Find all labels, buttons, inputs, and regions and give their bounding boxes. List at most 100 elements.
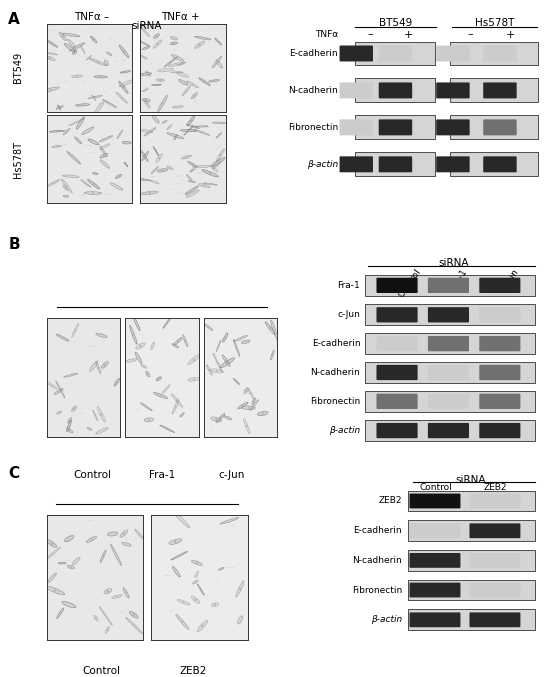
Ellipse shape bbox=[218, 41, 219, 42]
Ellipse shape bbox=[213, 80, 214, 81]
Ellipse shape bbox=[149, 192, 151, 194]
Ellipse shape bbox=[63, 129, 70, 135]
Ellipse shape bbox=[106, 52, 112, 56]
Ellipse shape bbox=[162, 103, 163, 104]
Ellipse shape bbox=[173, 511, 190, 528]
Text: c-Jun: c-Jun bbox=[218, 470, 245, 480]
Ellipse shape bbox=[209, 369, 210, 371]
Text: N-cadherin: N-cadherin bbox=[288, 86, 338, 95]
Ellipse shape bbox=[182, 85, 191, 96]
Ellipse shape bbox=[186, 90, 187, 91]
FancyBboxPatch shape bbox=[428, 278, 469, 293]
Ellipse shape bbox=[96, 428, 108, 434]
Text: siRNA: siRNA bbox=[438, 258, 469, 268]
Ellipse shape bbox=[42, 87, 59, 92]
Ellipse shape bbox=[177, 341, 179, 343]
Ellipse shape bbox=[62, 33, 80, 37]
Ellipse shape bbox=[68, 39, 76, 48]
FancyBboxPatch shape bbox=[428, 365, 469, 380]
Ellipse shape bbox=[135, 73, 152, 77]
Ellipse shape bbox=[160, 425, 174, 433]
Ellipse shape bbox=[69, 425, 70, 427]
Bar bbox=[365, 275, 535, 296]
Ellipse shape bbox=[212, 161, 221, 169]
Text: BT549: BT549 bbox=[379, 18, 412, 28]
FancyBboxPatch shape bbox=[428, 423, 469, 438]
Ellipse shape bbox=[81, 127, 94, 135]
Ellipse shape bbox=[133, 316, 140, 330]
Ellipse shape bbox=[219, 154, 221, 156]
Ellipse shape bbox=[220, 517, 239, 524]
Ellipse shape bbox=[140, 26, 150, 37]
Ellipse shape bbox=[52, 146, 62, 148]
Ellipse shape bbox=[234, 335, 248, 341]
Bar bbox=[365, 362, 535, 383]
Ellipse shape bbox=[182, 414, 183, 416]
FancyBboxPatch shape bbox=[436, 45, 470, 62]
Ellipse shape bbox=[241, 340, 250, 343]
Ellipse shape bbox=[69, 429, 70, 431]
Ellipse shape bbox=[143, 179, 144, 180]
Ellipse shape bbox=[216, 340, 221, 351]
Ellipse shape bbox=[215, 418, 217, 421]
Ellipse shape bbox=[105, 627, 109, 634]
Text: –: – bbox=[368, 30, 373, 39]
Ellipse shape bbox=[204, 81, 205, 83]
Ellipse shape bbox=[45, 547, 60, 561]
FancyBboxPatch shape bbox=[377, 423, 417, 438]
Text: A: A bbox=[8, 12, 20, 27]
Ellipse shape bbox=[117, 130, 123, 139]
Ellipse shape bbox=[250, 399, 258, 411]
Ellipse shape bbox=[197, 620, 208, 632]
Ellipse shape bbox=[238, 615, 243, 624]
Ellipse shape bbox=[167, 125, 172, 130]
Ellipse shape bbox=[121, 97, 122, 98]
Ellipse shape bbox=[254, 404, 255, 406]
Ellipse shape bbox=[195, 41, 205, 48]
Text: N-cadherin: N-cadherin bbox=[352, 556, 402, 565]
Ellipse shape bbox=[88, 95, 102, 98]
Ellipse shape bbox=[208, 80, 219, 82]
Ellipse shape bbox=[211, 417, 222, 422]
FancyBboxPatch shape bbox=[483, 83, 516, 98]
Ellipse shape bbox=[56, 146, 57, 147]
Ellipse shape bbox=[123, 51, 125, 52]
Ellipse shape bbox=[122, 141, 131, 144]
Ellipse shape bbox=[80, 45, 85, 53]
Ellipse shape bbox=[210, 165, 218, 172]
Ellipse shape bbox=[72, 324, 79, 337]
Ellipse shape bbox=[162, 121, 167, 123]
Ellipse shape bbox=[153, 146, 158, 156]
Ellipse shape bbox=[120, 530, 128, 538]
Ellipse shape bbox=[62, 601, 76, 608]
Text: Fra-1: Fra-1 bbox=[338, 281, 360, 290]
Ellipse shape bbox=[45, 586, 65, 595]
Text: +: + bbox=[505, 30, 515, 39]
Bar bbox=[365, 304, 535, 326]
Ellipse shape bbox=[151, 180, 159, 184]
Ellipse shape bbox=[206, 365, 212, 375]
Ellipse shape bbox=[57, 131, 58, 132]
Bar bbox=[365, 391, 535, 412]
Ellipse shape bbox=[174, 135, 177, 140]
Ellipse shape bbox=[175, 614, 189, 630]
Ellipse shape bbox=[54, 589, 56, 592]
Ellipse shape bbox=[236, 347, 237, 349]
FancyBboxPatch shape bbox=[428, 307, 469, 322]
Ellipse shape bbox=[148, 418, 150, 421]
Ellipse shape bbox=[208, 326, 209, 328]
Ellipse shape bbox=[92, 173, 98, 175]
Text: BT549: BT549 bbox=[13, 52, 23, 83]
Ellipse shape bbox=[142, 46, 150, 49]
Ellipse shape bbox=[107, 532, 118, 536]
Ellipse shape bbox=[158, 157, 160, 159]
Ellipse shape bbox=[104, 364, 106, 366]
Ellipse shape bbox=[243, 405, 244, 407]
Text: Hs578T: Hs578T bbox=[475, 18, 514, 28]
Ellipse shape bbox=[179, 79, 188, 85]
Ellipse shape bbox=[57, 608, 64, 619]
Ellipse shape bbox=[94, 76, 107, 78]
Ellipse shape bbox=[69, 43, 85, 51]
FancyBboxPatch shape bbox=[379, 119, 412, 135]
Text: Fibronectin: Fibronectin bbox=[310, 397, 360, 406]
